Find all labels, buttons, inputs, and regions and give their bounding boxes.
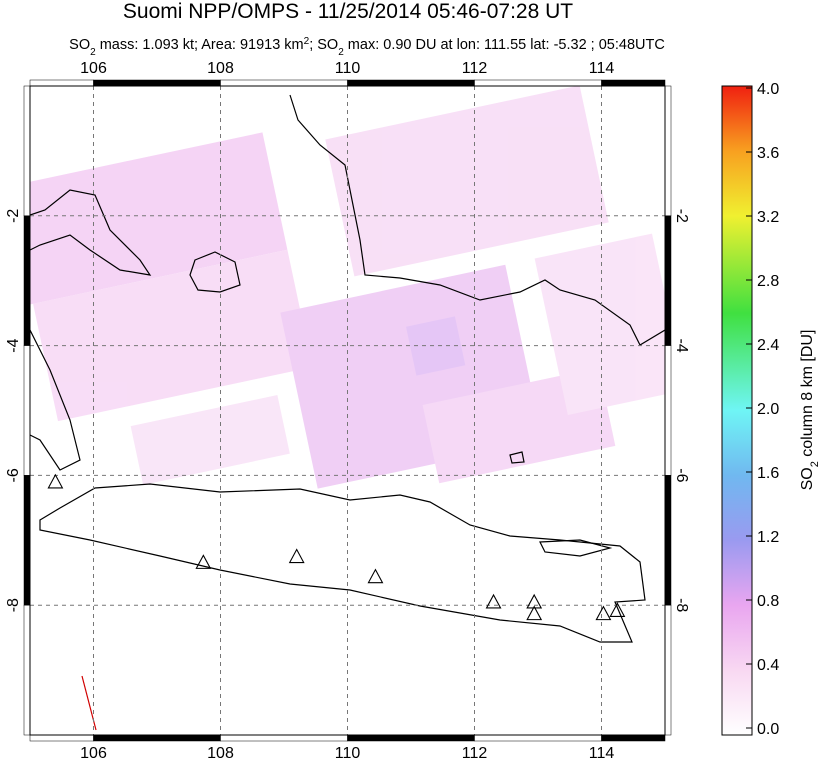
colorbar-tick-label: 1.6 xyxy=(757,465,779,482)
frame-bar xyxy=(29,734,94,742)
coastlines xyxy=(30,94,665,643)
volcano xyxy=(526,593,543,609)
volcano xyxy=(609,602,626,617)
volcano xyxy=(47,473,64,489)
frame-bar xyxy=(664,85,672,217)
frame-bar xyxy=(474,734,602,742)
frame-bar xyxy=(664,475,672,606)
colorbar-tick-label: 2.4 xyxy=(757,337,779,354)
frame-bar xyxy=(23,475,31,606)
y-tick-label: -6 xyxy=(673,468,690,482)
volcano xyxy=(195,554,212,569)
colorbar-tick-label: 0.4 xyxy=(757,657,779,674)
x-tick-label: 108 xyxy=(207,60,234,77)
x-tick-label: 108 xyxy=(207,745,234,759)
volcano xyxy=(595,605,612,621)
frame-bar xyxy=(220,79,348,87)
frame-bar xyxy=(23,215,31,346)
colorbar-tick-label: 3.2 xyxy=(757,209,779,226)
axes: 106 106 108 108 110 110 112 112 114 114 -2 -2 -4 -4 -6… xyxy=(5,60,690,759)
frame-bar xyxy=(93,79,221,87)
y-tick-label: -6 xyxy=(5,468,22,482)
frame-bar xyxy=(347,79,475,87)
x-tick-label: 112 xyxy=(462,60,488,77)
colorbar-tick-label: 3.6 xyxy=(757,145,779,162)
x-tick-label: 114 xyxy=(589,745,615,759)
subtitle: SO2 mass: 1.093 kt; Area: 91913 km2; SO2… xyxy=(69,36,665,58)
frame-bar xyxy=(664,215,672,346)
title: Suomi NPP/OMPS - 11/25/2014 05:46-07:28 … xyxy=(123,0,573,23)
frame-bar xyxy=(23,345,31,476)
frame-bar xyxy=(474,79,602,87)
frame-bar xyxy=(29,79,94,87)
volcano xyxy=(367,568,384,584)
colorbar-tick-label: 2.0 xyxy=(757,401,779,418)
x-tick-label: 106 xyxy=(80,60,107,77)
y-tick-label: -2 xyxy=(673,209,690,223)
y-tick-label: -4 xyxy=(673,338,690,352)
colorbar-tick-label: 0.8 xyxy=(757,593,779,610)
volcano xyxy=(526,605,543,621)
frame-bar xyxy=(664,604,672,736)
colorbar-tick-label: 4.0 xyxy=(757,81,779,98)
so2-field xyxy=(30,86,665,489)
colorbar-tick-label: 0.0 xyxy=(757,721,779,738)
colorbar-label: SO2 column 8 km [DU] xyxy=(799,330,821,491)
frame-bar xyxy=(93,734,221,742)
frame-bar xyxy=(601,734,666,742)
frame-bar xyxy=(664,345,672,476)
y-tick-label: -8 xyxy=(5,598,22,612)
map-frame xyxy=(29,85,666,736)
frame-bar xyxy=(220,734,348,742)
x-tick-label: 114 xyxy=(589,60,615,77)
y-tick-label: -2 xyxy=(5,209,22,223)
y-tick-label: -4 xyxy=(5,338,22,352)
x-tick-label: 110 xyxy=(335,745,361,759)
x-tick-label: 112 xyxy=(462,745,488,759)
frame-bar xyxy=(601,79,666,87)
x-tick-label: 110 xyxy=(335,60,361,77)
colorbar-tick-label: 2.8 xyxy=(757,273,779,290)
volcano xyxy=(288,548,305,564)
x-tick-label: 106 xyxy=(80,745,107,759)
volcano xyxy=(485,593,502,609)
frame-bar xyxy=(23,85,31,217)
colorbar xyxy=(721,85,753,736)
y-tick-label: -8 xyxy=(673,598,690,612)
frame-bar xyxy=(23,604,31,736)
colorbar-tick-label: 1.2 xyxy=(757,529,779,546)
frame-bar xyxy=(347,734,475,742)
